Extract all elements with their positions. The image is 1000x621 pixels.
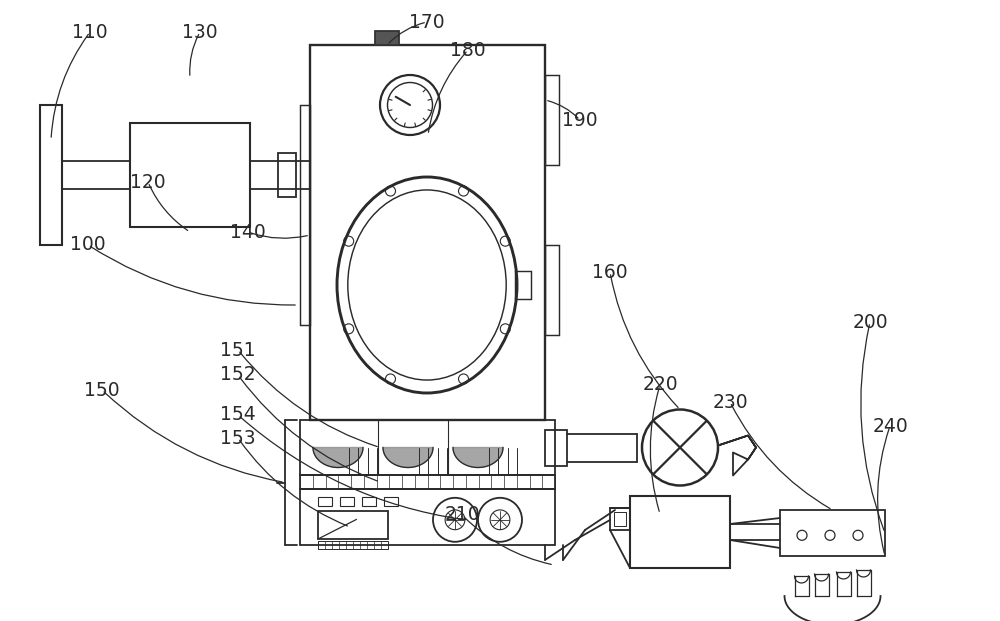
Text: 100: 100 (70, 235, 106, 255)
Text: 152: 152 (220, 366, 256, 384)
Text: 130: 130 (182, 22, 218, 42)
Bar (300, 475, 555, 489)
Text: 170: 170 (409, 12, 445, 32)
Bar (300, 489, 555, 545)
Bar (362, 497, 376, 506)
Polygon shape (313, 448, 363, 468)
Bar (515, 271, 531, 299)
Bar (318, 511, 388, 539)
Bar (310, 45, 545, 420)
Bar (278, 153, 296, 197)
Bar (780, 510, 885, 556)
Polygon shape (453, 448, 503, 468)
Bar (384, 497, 398, 506)
Bar (340, 497, 354, 506)
Text: 240: 240 (872, 417, 908, 435)
Bar (130, 123, 250, 227)
Text: 140: 140 (230, 222, 266, 242)
Bar (545, 430, 567, 466)
Text: 200: 200 (852, 312, 888, 332)
Bar (40, 105, 62, 245)
Text: 180: 180 (450, 40, 486, 60)
Text: 151: 151 (220, 340, 256, 360)
Text: 160: 160 (592, 263, 628, 281)
Text: 120: 120 (130, 173, 166, 191)
Polygon shape (383, 448, 433, 468)
Bar (614, 512, 626, 526)
Text: 210: 210 (444, 505, 480, 525)
Bar (610, 508, 630, 530)
Text: 190: 190 (562, 111, 598, 130)
Text: 154: 154 (220, 406, 256, 425)
Bar (545, 245, 559, 335)
Text: 153: 153 (220, 428, 256, 448)
Bar (318, 541, 388, 549)
Text: 110: 110 (72, 22, 108, 42)
Bar (375, 31, 399, 45)
Text: 230: 230 (712, 392, 748, 412)
Bar (318, 497, 332, 506)
Bar (300, 420, 555, 475)
Bar (630, 496, 730, 568)
Text: 220: 220 (642, 376, 678, 394)
Bar (300, 105, 310, 325)
Bar (545, 75, 559, 165)
Text: 150: 150 (84, 381, 120, 399)
